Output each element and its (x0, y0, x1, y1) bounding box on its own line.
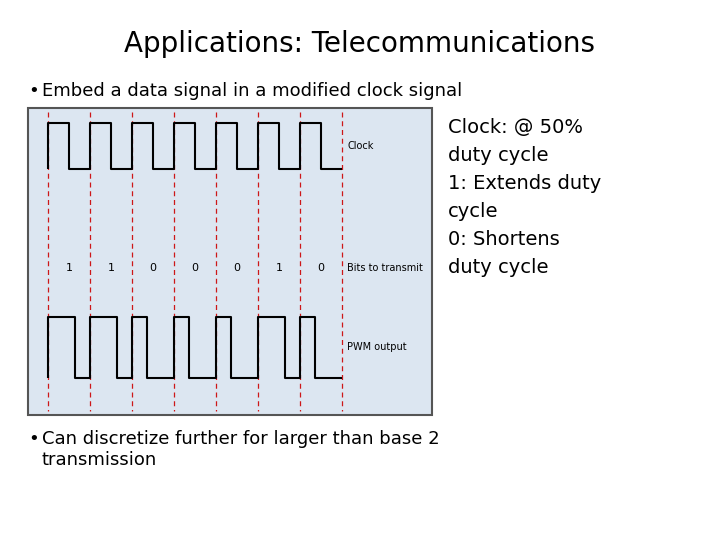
Text: 1: 1 (276, 262, 282, 273)
Text: Bits to transmit: Bits to transmit (347, 262, 423, 273)
Text: duty cycle: duty cycle (448, 146, 549, 165)
Text: 0: Shortens: 0: Shortens (448, 230, 559, 249)
Text: 1: 1 (66, 262, 73, 273)
Text: 1: Extends duty: 1: Extends duty (448, 174, 601, 193)
Text: Clock: @ 50%: Clock: @ 50% (448, 118, 583, 137)
Text: 0: 0 (318, 262, 325, 273)
Text: Clock: Clock (347, 141, 374, 151)
Text: 0: 0 (233, 262, 240, 273)
Text: 0: 0 (150, 262, 156, 273)
Text: PWM output: PWM output (347, 342, 407, 353)
Text: Can discretize further for larger than base 2
transmission: Can discretize further for larger than b… (42, 430, 440, 469)
Bar (28, 108, 432, 415)
Text: duty cycle: duty cycle (448, 258, 549, 277)
Text: Applications: Telecommunications: Applications: Telecommunications (125, 30, 595, 58)
Text: •: • (28, 82, 39, 100)
Text: 1: 1 (107, 262, 114, 273)
Text: 0: 0 (192, 262, 199, 273)
Text: cycle: cycle (448, 202, 498, 221)
Text: •: • (28, 430, 39, 448)
Text: Embed a data signal in a modified clock signal: Embed a data signal in a modified clock … (42, 82, 462, 100)
